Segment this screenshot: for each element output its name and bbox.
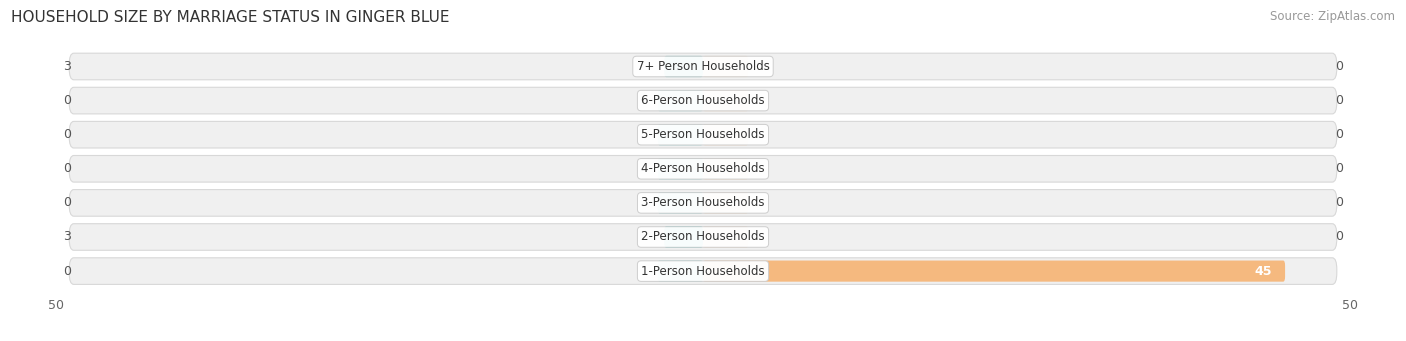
Text: 0: 0 <box>1336 60 1343 73</box>
FancyBboxPatch shape <box>658 124 703 145</box>
Text: 0: 0 <box>1336 128 1343 141</box>
FancyBboxPatch shape <box>69 53 1337 80</box>
FancyBboxPatch shape <box>69 224 1337 250</box>
Text: 0: 0 <box>1336 196 1343 209</box>
Text: 45: 45 <box>1254 265 1272 278</box>
Text: 0: 0 <box>1336 231 1343 243</box>
Text: 0: 0 <box>63 162 70 175</box>
FancyBboxPatch shape <box>69 121 1337 148</box>
FancyBboxPatch shape <box>703 124 748 145</box>
Text: 0: 0 <box>63 94 70 107</box>
FancyBboxPatch shape <box>658 90 703 111</box>
FancyBboxPatch shape <box>703 261 1285 282</box>
Text: 6-Person Households: 6-Person Households <box>641 94 765 107</box>
FancyBboxPatch shape <box>664 56 703 77</box>
Text: 3: 3 <box>63 231 70 243</box>
Text: 4-Person Households: 4-Person Households <box>641 162 765 175</box>
Text: 0: 0 <box>1336 162 1343 175</box>
FancyBboxPatch shape <box>69 258 1337 284</box>
Text: Source: ZipAtlas.com: Source: ZipAtlas.com <box>1270 10 1395 23</box>
FancyBboxPatch shape <box>69 190 1337 216</box>
FancyBboxPatch shape <box>703 158 748 179</box>
Text: 7+ Person Households: 7+ Person Households <box>637 60 769 73</box>
Text: 0: 0 <box>63 128 70 141</box>
Text: 5-Person Households: 5-Person Households <box>641 128 765 141</box>
FancyBboxPatch shape <box>658 261 703 282</box>
Text: 0: 0 <box>63 196 70 209</box>
FancyBboxPatch shape <box>664 226 703 248</box>
Text: 3-Person Households: 3-Person Households <box>641 196 765 209</box>
Text: 1-Person Households: 1-Person Households <box>641 265 765 278</box>
FancyBboxPatch shape <box>703 56 748 77</box>
FancyBboxPatch shape <box>703 90 748 111</box>
Text: HOUSEHOLD SIZE BY MARRIAGE STATUS IN GINGER BLUE: HOUSEHOLD SIZE BY MARRIAGE STATUS IN GIN… <box>11 10 450 25</box>
Text: 0: 0 <box>1336 94 1343 107</box>
FancyBboxPatch shape <box>658 158 703 179</box>
FancyBboxPatch shape <box>703 226 748 248</box>
FancyBboxPatch shape <box>69 87 1337 114</box>
FancyBboxPatch shape <box>703 192 748 213</box>
FancyBboxPatch shape <box>658 192 703 213</box>
Text: 2-Person Households: 2-Person Households <box>641 231 765 243</box>
FancyBboxPatch shape <box>69 155 1337 182</box>
Text: 0: 0 <box>63 265 70 278</box>
Text: 3: 3 <box>63 60 70 73</box>
